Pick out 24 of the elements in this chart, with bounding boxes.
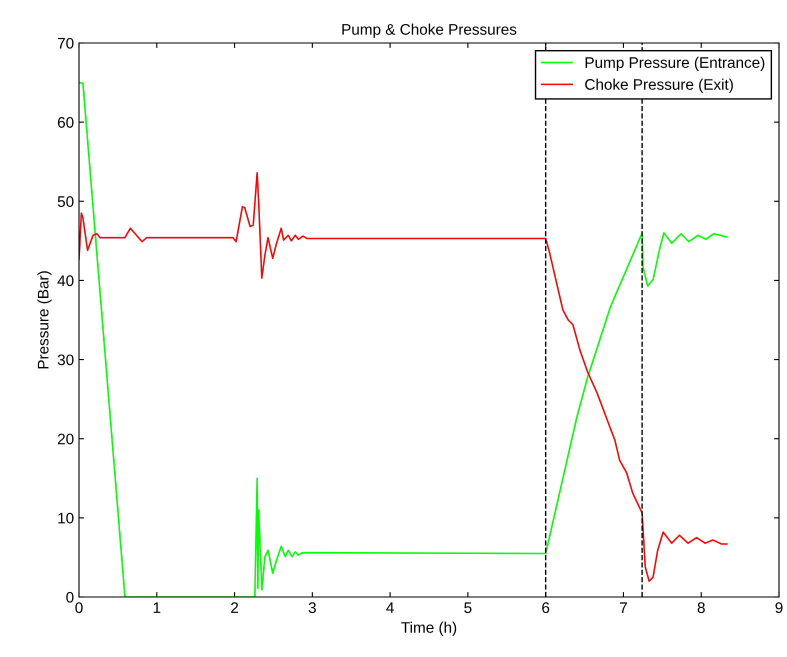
x-tick-label: 2	[231, 602, 238, 613]
legend-label: Pump Pressure (Entrance)	[586, 56, 764, 71]
x-tick-label: 1	[154, 602, 160, 613]
x-axis-title: Time (h)	[401, 622, 456, 636]
x-tick-label: 9	[775, 602, 783, 614]
x-tick-label: 5	[464, 602, 472, 614]
x-tick-label: 3	[308, 602, 316, 614]
x-tick-label: 4	[386, 602, 394, 613]
y-tick-label: 30	[58, 354, 74, 366]
line-series	[79, 172, 728, 582]
y-tick-label: 40	[58, 275, 74, 286]
x-tick-label: 0	[75, 602, 83, 614]
x-tick-label: 8	[698, 602, 705, 614]
chart-title: Pump & Choke Pressures	[342, 24, 516, 38]
y-tick-label: 70	[58, 38, 74, 49]
x-tick-label: 7	[620, 602, 627, 613]
y-tick-label: 50	[58, 196, 74, 207]
y-tick-label: 20	[58, 434, 74, 444]
legend-label: Choke Pressure (Exit)	[585, 78, 733, 93]
y-tick-label: 10	[58, 512, 74, 524]
y-tick-label: 60	[58, 117, 74, 128]
y-axis-title: Pressure (Bar)	[37, 271, 52, 368]
x-tick-label: 6	[542, 602, 550, 614]
y-tick-label: 0	[66, 592, 74, 603]
